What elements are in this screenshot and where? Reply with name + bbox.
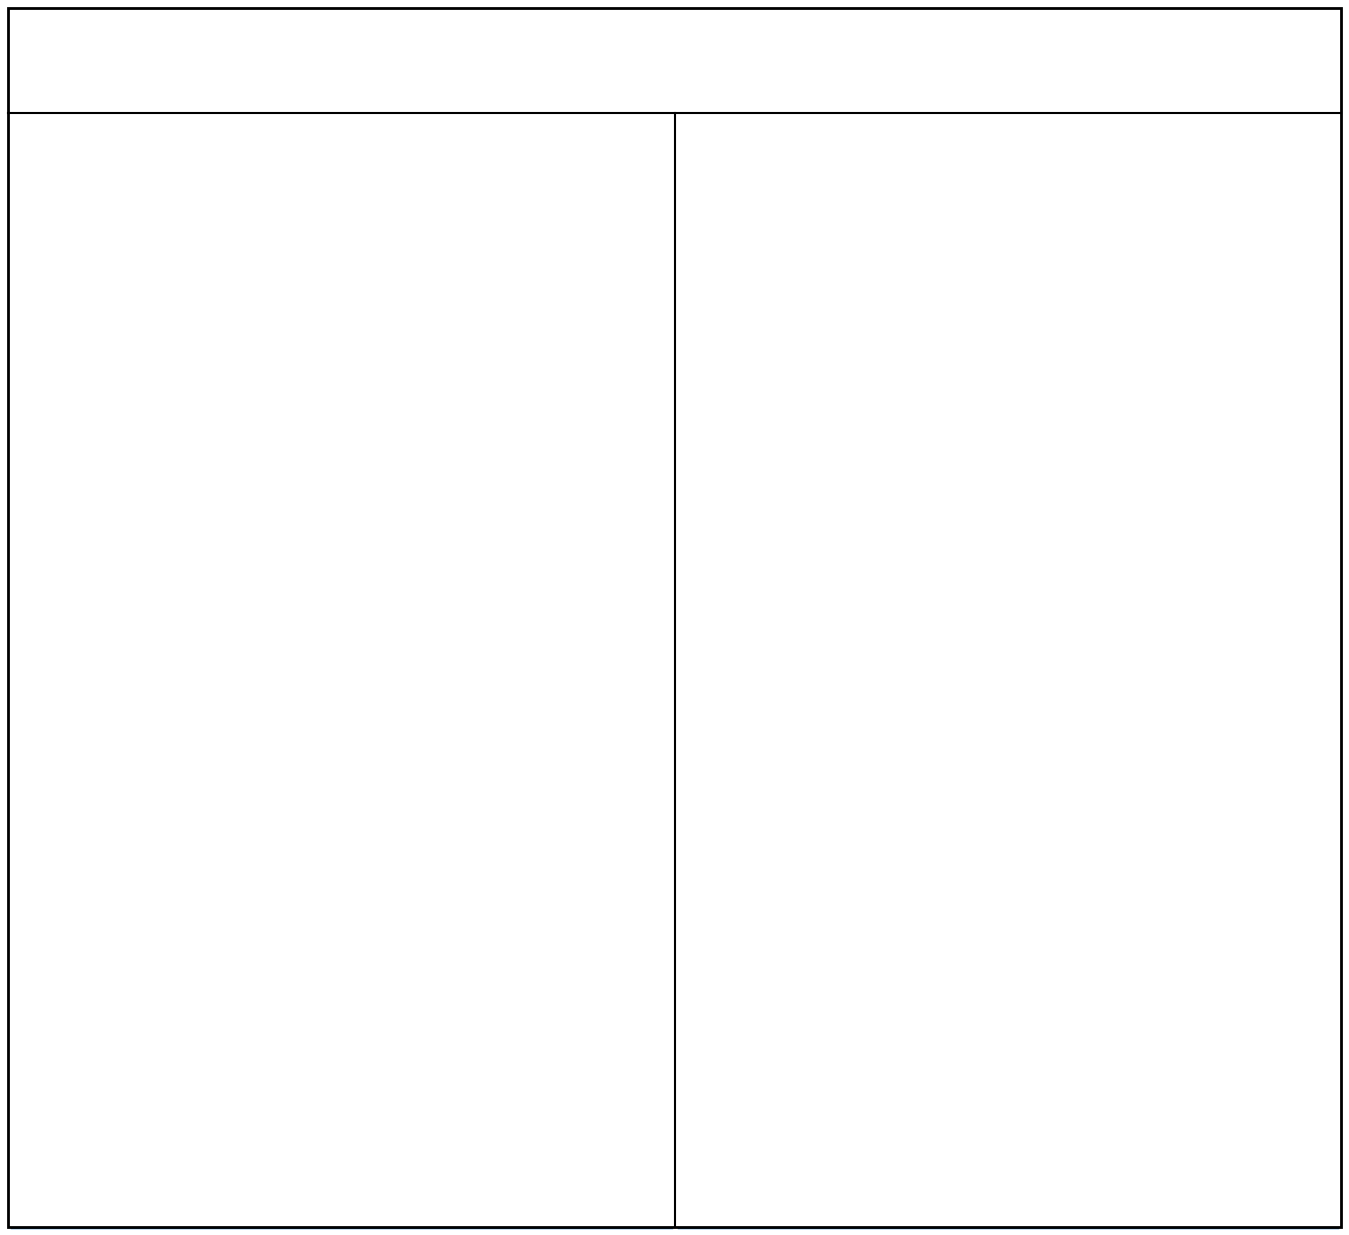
Bar [679,840,1337,1228]
Bar [674,112,1341,380]
Bar [8,380,674,840]
Text: Cable-clamp anterior only: Cable-clamp anterior only [38,140,645,182]
Bar [8,112,674,380]
Bar [8,840,674,1228]
Bar [674,840,1341,1228]
Bar [839,488,1129,666]
Text: Cable-clamp anterior: Cable-clamp anterior [762,130,1255,172]
Bar [12,840,670,1228]
Text: (CCAP): (CCAP) [950,206,1066,240]
Bar [674,380,1341,840]
Text: Different Prototypes Tested: Different Prototypes Tested [217,32,1132,89]
Text: (CCAO): (CCAO) [281,186,402,220]
Text: and posterior: and posterior [850,167,1167,209]
Bar [183,488,473,666]
